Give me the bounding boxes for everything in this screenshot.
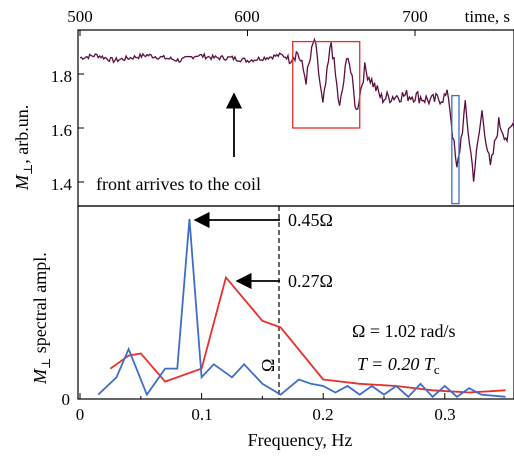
front-annotation: front arrives to the coil [96,174,261,194]
top-tick-label: 600 [234,7,260,26]
x-tick-label: 0.3 [434,405,455,424]
spectrum-series [97,218,506,399]
bottom-y-axis-label: M⊥ spectral ampl. [30,252,53,385]
top-tick-label: 500 [67,7,93,26]
label-027-omega: 0.27Ω [288,271,333,291]
magnetization-line [79,37,514,182]
y-zero-label: 0 [62,390,71,409]
y-tick-label: 1.8 [51,67,72,86]
later-window-box [451,94,460,205]
omega-label: Ω [258,359,278,372]
bottom-plot-frame [77,205,514,400]
label-045-omega: 0.45Ω [288,210,333,230]
blue-spectrum-line [97,218,506,399]
bottom-panel: 0 0.1 0.2 0.3 0 Frequency, Hz M⊥ spectra… [30,205,514,450]
top-axis-label: time, s [465,7,510,26]
x-tick-label: 0.2 [312,405,333,424]
top-axis-ticks [78,30,416,183]
x-tick-label: 0 [76,405,85,424]
top-panel: 500 600 700 time, s 1.4 1.6 1.8 M⊥, arb.… [12,7,514,207]
top-y-axis-label: M⊥, arb.un. [12,105,35,191]
temperature-param: T = 0.20 Tc [357,354,440,377]
omega-param: Ω = 1.02 rad/s [352,321,456,341]
highlight-boxes [292,40,460,205]
top-tick-label: 700 [402,7,428,26]
y-tick-label: 1.4 [51,175,73,194]
bottom-axis-ticks [79,393,446,399]
front-window-box [292,40,361,129]
x-tick-label: 0.1 [191,405,212,424]
x-axis-label: Frequency, Hz [248,430,353,450]
magnetization-series [79,37,514,182]
y-tick-label: 1.6 [51,121,72,140]
